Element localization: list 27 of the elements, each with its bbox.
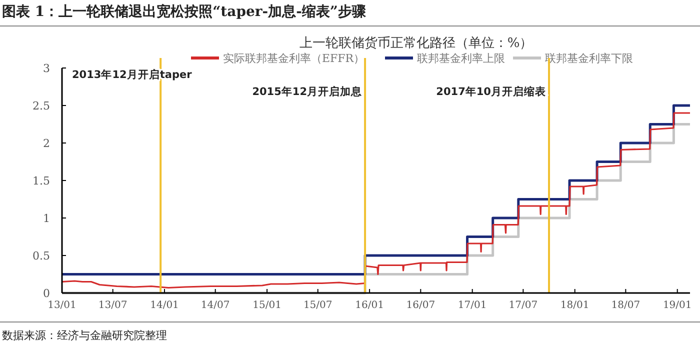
y-tick-label: 3 [43,62,50,75]
x-tick-label: 13/01 [48,300,76,311]
y-tick-label: 2.5 [32,100,50,112]
y-tick-label: 0 [43,287,50,300]
x-tick-label: 19/01 [662,300,692,311]
x-tick-label: 15/01 [252,300,282,311]
x-tick-label: 15/07 [303,300,332,311]
y-tick-label: 2 [43,137,50,150]
y-tick-label: 1.5 [32,174,50,188]
ref-line-label: 2017年10月开启缩表 [436,85,547,98]
x-tick-label: 14/01 [150,300,179,311]
x-tick-label: 16/07 [406,300,436,311]
x-tick-label: 13/07 [98,300,128,311]
x-tick-label: 18/01 [560,300,590,311]
legend-label: 联邦基金利率上限 [417,52,505,65]
legend-label: 实际联邦基金利率（EFFR） [223,52,365,65]
y-tick-label: 0.5 [32,250,50,262]
x-tick-label: 14/07 [200,300,230,311]
x-tick-label: 18/07 [611,300,640,311]
ref-line-label: 2015年12月开启加息 [252,85,364,98]
y-tick-label: 1 [43,212,50,225]
chart-subtitle: 上一轮联储货币正常化路径（单位：%） [299,36,533,51]
source-note: 数据来源：经济与金融研究院整理 [2,329,167,342]
x-tick-label: 17/07 [508,300,538,311]
x-tick-label: 17/01 [458,300,487,311]
chart-title: 图表 1：上一轮联储退出宽松按照“taper-加息-缩表”步骤 [2,3,367,20]
x-tick-label: 16/01 [355,300,384,311]
